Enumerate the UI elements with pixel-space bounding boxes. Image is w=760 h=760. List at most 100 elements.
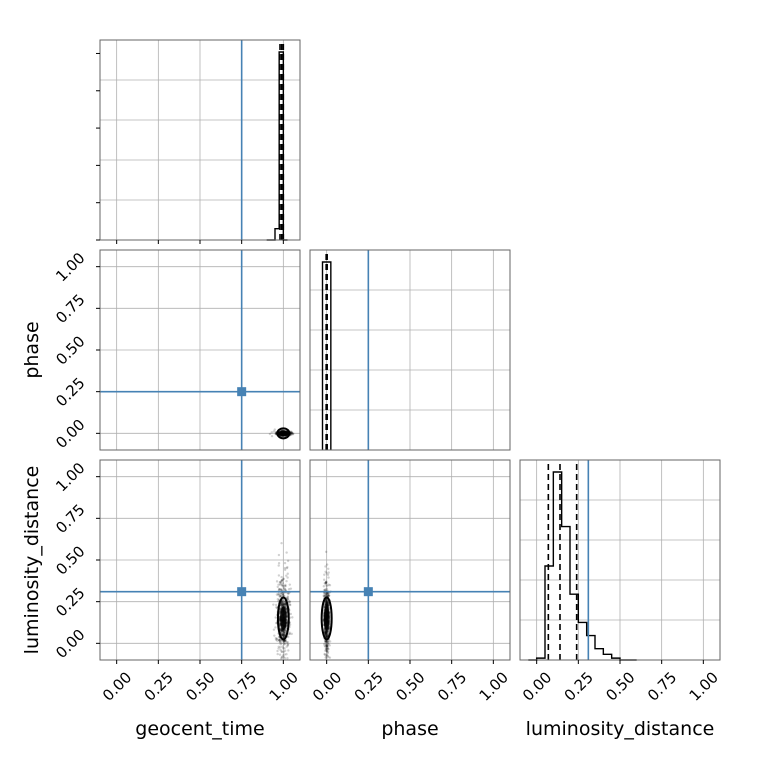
sample-point (277, 553, 281, 557)
sample-point (283, 602, 287, 606)
sample-point (328, 640, 332, 643)
xtick-label-luminosity_distance-4: 1.00 (686, 668, 722, 704)
sample-point (327, 567, 330, 570)
sample-point (286, 432, 289, 435)
sample-point (281, 601, 284, 605)
sample-point (324, 630, 327, 634)
sample-point (277, 564, 280, 567)
sample-point (325, 592, 328, 595)
sample-point (326, 604, 330, 608)
sample-point (280, 650, 283, 653)
sample-point (279, 594, 282, 598)
xtick-label-phase-2: 0.50 (392, 668, 428, 704)
sample-point (286, 640, 289, 644)
sample-point (326, 601, 329, 604)
ytick-label-phase-4: 1.00 (52, 249, 88, 285)
sample-point (277, 562, 281, 565)
ylabel-luminosity_distance: luminosity_distance (21, 466, 43, 655)
sample-point (289, 612, 293, 616)
sample-point (326, 654, 330, 658)
samples-luminosity_distance_vs_phase (320, 550, 333, 672)
sample-point (281, 630, 284, 633)
sample-point (281, 584, 285, 588)
sample-point (277, 639, 281, 642)
sample-point (288, 603, 292, 606)
sample-point (324, 666, 326, 668)
sample-point (326, 641, 329, 645)
sample-point (324, 604, 328, 607)
sample-point (323, 644, 326, 647)
sample-point (289, 603, 292, 607)
sample-point (325, 644, 328, 647)
sample-point (324, 661, 326, 663)
sample-point (282, 641, 286, 645)
sample-point (324, 588, 327, 591)
sample-point (324, 593, 328, 597)
sample-point (283, 603, 286, 606)
sample-point (283, 587, 286, 590)
truth-point-luminosity_distance_vs_geocent_time (237, 587, 247, 597)
sample-point (290, 431, 294, 434)
xtick-label-phase-3: 0.75 (434, 668, 470, 704)
sample-point (326, 604, 329, 607)
sample-point (324, 631, 328, 634)
sample-point (325, 604, 328, 607)
sample-point (287, 649, 290, 652)
sample-point (281, 634, 284, 637)
sample-point (286, 431, 289, 435)
sample-point (325, 601, 328, 604)
sample-point (282, 655, 286, 659)
sample-point (278, 638, 281, 642)
sample-point (283, 584, 287, 588)
sample-point (326, 668, 328, 670)
xtick-label-phase-1: 0.25 (351, 668, 387, 704)
sample-point (286, 598, 290, 601)
sample-point (275, 580, 279, 583)
sample-point (284, 603, 287, 606)
sample-point (286, 643, 289, 647)
sample-point (285, 574, 288, 577)
sample-point (322, 588, 326, 592)
sample-point (282, 577, 285, 581)
sample-point (325, 601, 328, 604)
sample-point (324, 601, 328, 605)
sample-point (325, 644, 328, 648)
sample-point (326, 647, 330, 650)
sample-point (325, 635, 328, 639)
sample-point (274, 603, 278, 607)
sample-point (325, 630, 329, 633)
sample-point (326, 651, 330, 655)
sample-point (327, 640, 330, 644)
sample-point (326, 594, 329, 597)
sample-point (270, 434, 274, 438)
sample-point (274, 432, 277, 436)
sample-point (325, 563, 329, 566)
sample-point (325, 670, 327, 672)
sample-point (324, 641, 327, 644)
sample-point (277, 588, 281, 592)
sample-point (280, 656, 283, 659)
sample-point (279, 593, 283, 596)
sample-point (284, 629, 287, 633)
contour-luminosity_distance_vs_phase (320, 596, 333, 641)
sample-point (324, 631, 327, 634)
sample-point (325, 639, 329, 643)
sample-point (273, 634, 276, 637)
sample-point (282, 633, 286, 637)
sample-point (324, 641, 328, 644)
sample-point (280, 578, 284, 582)
sample-point (289, 587, 293, 590)
sample-point (324, 581, 327, 584)
sample-point (287, 592, 290, 595)
sample-point (282, 600, 286, 603)
sample-point (283, 603, 286, 606)
sample-point (280, 601, 284, 604)
ytick-label-phase-3: 0.75 (52, 291, 88, 327)
sample-point (281, 582, 285, 585)
sample-point (280, 629, 284, 633)
sample-point (290, 432, 294, 435)
sample-point (275, 621, 278, 625)
sample-point (324, 649, 327, 652)
sample-point (327, 594, 330, 597)
sample-point (278, 640, 282, 644)
